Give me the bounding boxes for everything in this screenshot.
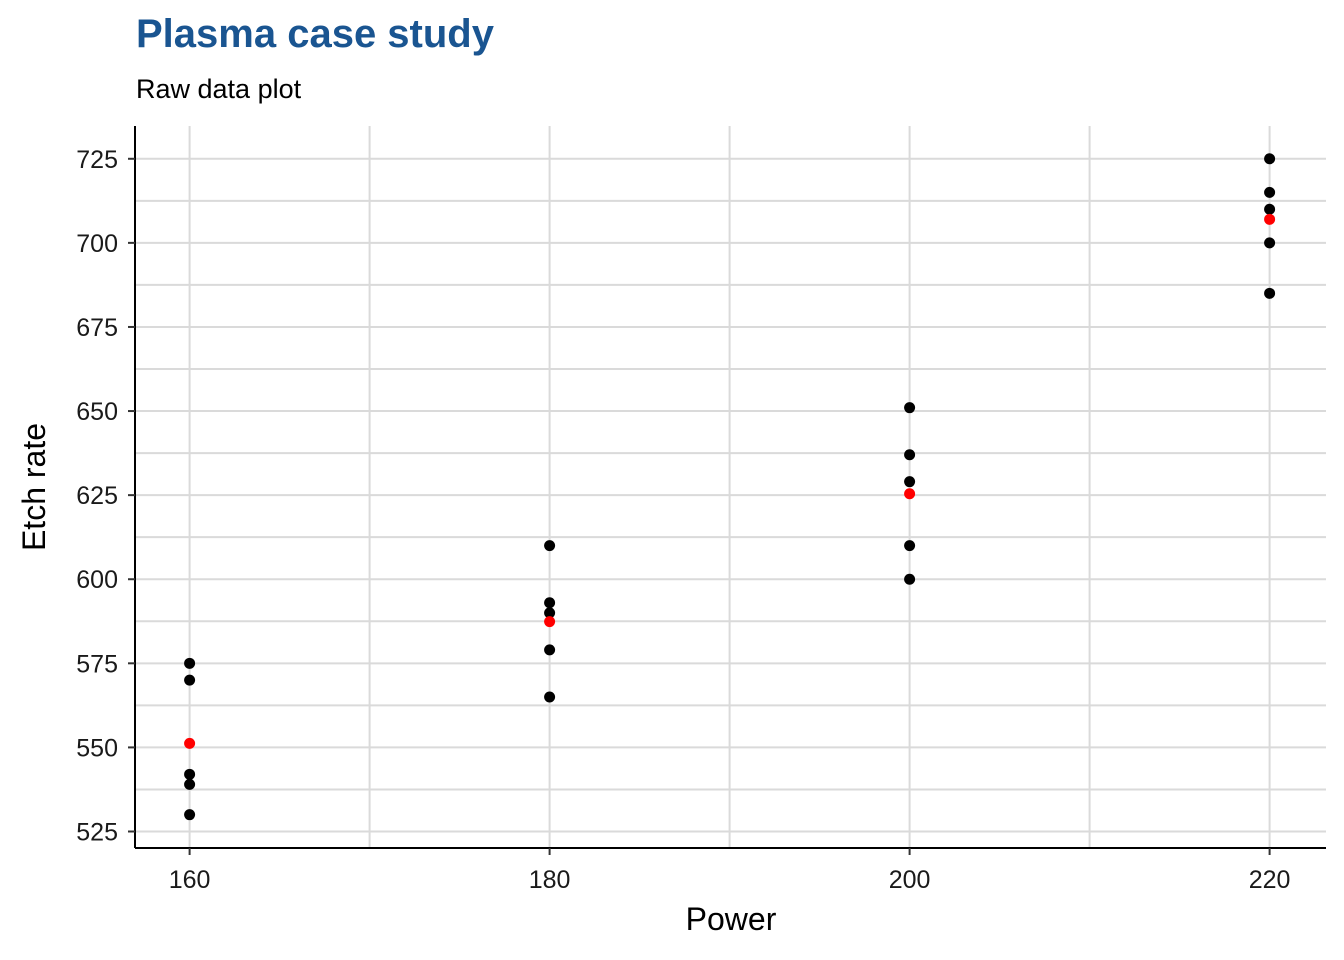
data-point xyxy=(184,657,196,669)
data-point xyxy=(544,644,556,656)
axes xyxy=(128,126,1326,855)
y-tick-label: 725 xyxy=(76,146,118,174)
mean-point xyxy=(544,616,556,628)
data-point xyxy=(904,573,916,585)
y-axis-title: Etch rate xyxy=(16,423,52,551)
data-point xyxy=(544,691,556,703)
data-point xyxy=(904,476,916,488)
mean-point xyxy=(1264,213,1276,225)
x-tick-label: 220 xyxy=(1249,866,1291,894)
x-tick-label: 160 xyxy=(169,866,211,894)
chart-subtitle: Raw data plot xyxy=(136,74,302,104)
mean-point xyxy=(904,488,916,500)
y-tick-label: 675 xyxy=(76,314,118,342)
data-point xyxy=(544,607,556,619)
x-tick-label: 200 xyxy=(889,866,931,894)
data-point xyxy=(544,597,556,609)
data-point xyxy=(904,402,916,414)
data-point xyxy=(1264,237,1276,249)
data-point xyxy=(184,674,196,686)
data-point xyxy=(904,540,916,552)
data-point xyxy=(184,778,196,790)
y-tick-label: 550 xyxy=(76,734,118,762)
data-point xyxy=(1264,153,1276,165)
data-point xyxy=(904,449,916,461)
y-tick-label: 625 xyxy=(76,482,118,510)
data-point xyxy=(1264,186,1276,198)
y-tick-label: 525 xyxy=(76,819,118,847)
data-point xyxy=(184,768,196,780)
y-tick-label: 700 xyxy=(76,230,118,258)
grid-lines xyxy=(135,126,1326,848)
tick-labels: 160 180 200 220 525 550 575 600 625 650 675 700 725 xyxy=(76,146,1290,894)
data-point xyxy=(1264,203,1276,215)
y-tick-label: 600 xyxy=(76,566,118,594)
data-point xyxy=(1264,287,1276,299)
mean-point xyxy=(184,737,196,749)
y-tick-label: 575 xyxy=(76,650,118,678)
x-axis-title: Power xyxy=(686,901,777,937)
data-point xyxy=(184,809,196,821)
data-point xyxy=(544,540,556,552)
chart-title: Plasma case study xyxy=(136,12,494,56)
y-tick-label: 650 xyxy=(76,398,118,426)
data-points xyxy=(184,153,1276,821)
x-tick-label: 180 xyxy=(529,866,571,894)
